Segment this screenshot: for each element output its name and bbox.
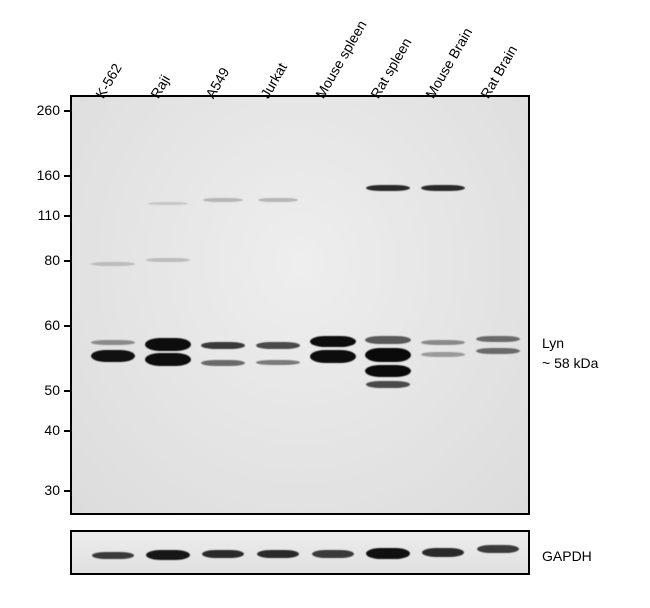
band bbox=[146, 258, 190, 262]
band bbox=[148, 202, 188, 205]
main-blot-background bbox=[72, 97, 528, 513]
mw-tick bbox=[64, 390, 70, 392]
band bbox=[201, 360, 245, 366]
band bbox=[365, 348, 411, 362]
mw-tick bbox=[64, 215, 70, 217]
mw-tick bbox=[64, 430, 70, 432]
target-label: Lyn bbox=[542, 335, 564, 351]
band bbox=[91, 340, 135, 345]
mw-marker: 30 bbox=[20, 482, 60, 498]
band bbox=[477, 545, 519, 553]
mw-marker: 60 bbox=[20, 317, 60, 333]
mw-marker: 40 bbox=[20, 422, 60, 438]
band bbox=[258, 198, 298, 202]
lane-label: Mouse spleen bbox=[312, 18, 369, 101]
main-blot bbox=[70, 95, 530, 515]
band bbox=[145, 353, 191, 366]
band bbox=[421, 352, 465, 357]
band bbox=[201, 342, 245, 349]
mw-tick bbox=[64, 325, 70, 327]
band bbox=[256, 342, 300, 349]
mw-tick bbox=[64, 490, 70, 492]
band bbox=[476, 348, 520, 354]
band bbox=[202, 550, 244, 558]
band bbox=[476, 336, 520, 342]
loading-control-label: GAPDH bbox=[542, 548, 592, 564]
band bbox=[366, 381, 410, 388]
mw-marker: 160 bbox=[20, 167, 60, 183]
band bbox=[203, 198, 243, 202]
band bbox=[312, 550, 354, 558]
band bbox=[310, 336, 356, 347]
band bbox=[365, 365, 411, 377]
band bbox=[91, 262, 135, 266]
band bbox=[145, 338, 191, 351]
mw-marker: 110 bbox=[20, 207, 60, 223]
band bbox=[310, 350, 356, 363]
band bbox=[421, 185, 465, 191]
band bbox=[146, 550, 190, 560]
mw-tick bbox=[64, 110, 70, 112]
lane-label: Rat Brain bbox=[477, 42, 520, 101]
band bbox=[421, 340, 465, 345]
mw-marker: 50 bbox=[20, 382, 60, 398]
lane-label: Rat spleen bbox=[367, 35, 414, 101]
mw-tick bbox=[64, 175, 70, 177]
band bbox=[366, 185, 410, 191]
mw-marker: 260 bbox=[20, 102, 60, 118]
band bbox=[92, 552, 134, 559]
band bbox=[91, 350, 135, 362]
mw-marker: 80 bbox=[20, 252, 60, 268]
band bbox=[256, 360, 300, 365]
mw-tick bbox=[64, 260, 70, 262]
band bbox=[422, 548, 464, 557]
western-blot-figure: K-562RajiA549JurkatMouse spleenRat splee… bbox=[0, 0, 650, 608]
lane-label: Mouse Brain bbox=[422, 25, 475, 101]
band bbox=[257, 550, 299, 558]
band bbox=[365, 336, 411, 344]
band bbox=[366, 548, 410, 559]
target-label: ~ 58 kDa bbox=[542, 355, 598, 371]
